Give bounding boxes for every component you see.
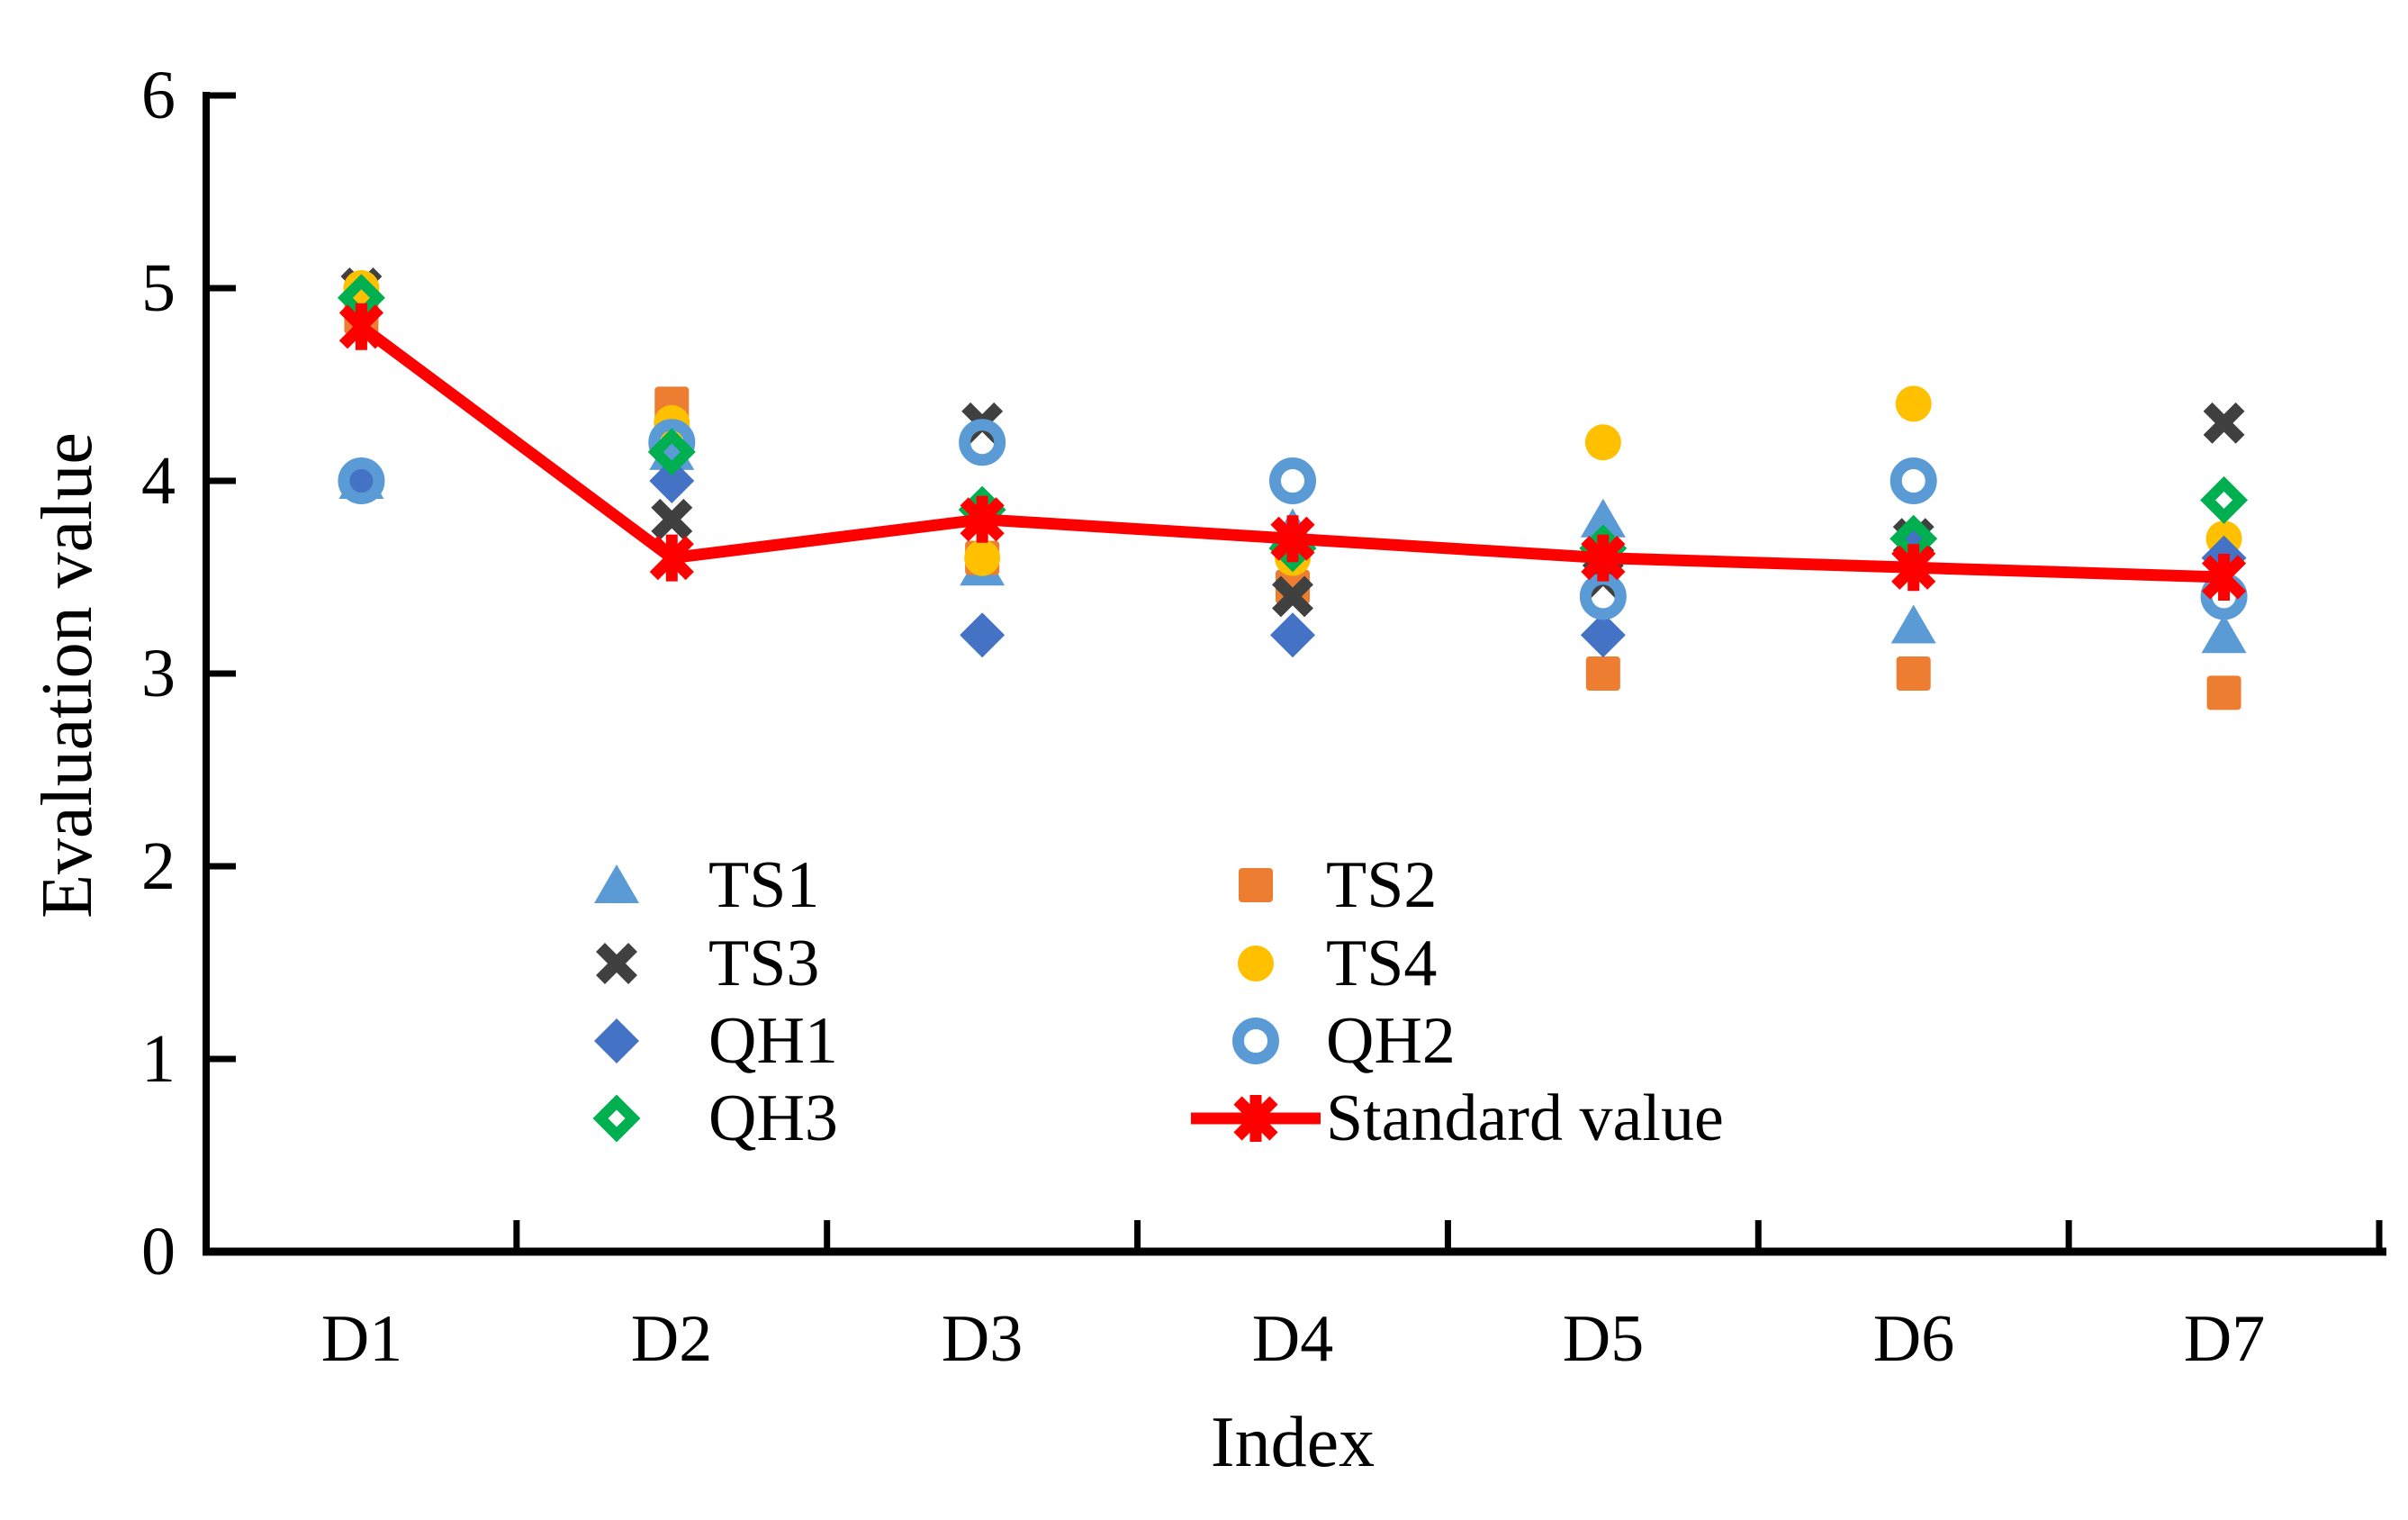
y-tick-label-5: 5 bbox=[141, 250, 176, 326]
x-category-label: D7 bbox=[2183, 1302, 2266, 1376]
axes bbox=[203, 92, 2386, 1256]
legend-item-standard-value: Standard value bbox=[1184, 1078, 1994, 1159]
x-category-label: D2 bbox=[630, 1302, 713, 1376]
x-category-label: D6 bbox=[1872, 1302, 1955, 1376]
y-tick-label-2: 2 bbox=[141, 828, 176, 904]
legend-label: QH3 bbox=[708, 1081, 838, 1155]
legend-label: QH1 bbox=[708, 1004, 838, 1078]
x-category-label: D4 bbox=[1251, 1302, 1334, 1376]
x-axis-title: Index bbox=[1210, 1403, 1375, 1482]
legend-label: TS3 bbox=[708, 927, 820, 1000]
x-category-label: D5 bbox=[1562, 1302, 1645, 1376]
y-tick-label-4: 4 bbox=[141, 443, 176, 519]
legend-label: TS2 bbox=[1326, 848, 1438, 922]
legend-label: TS4 bbox=[1326, 927, 1438, 1000]
series-standard-value bbox=[338, 303, 2247, 601]
legend-item-ts4: TS4 bbox=[1211, 923, 1931, 1004]
x-category-label: D3 bbox=[941, 1302, 1024, 1376]
qh2-legend-marker-icon bbox=[1232, 1018, 1279, 1064]
qh1-legend-marker-icon bbox=[594, 1018, 639, 1063]
standard-value-legend-marker-icon bbox=[1191, 1095, 1321, 1142]
legend-label: Standard value bbox=[1326, 1081, 1724, 1155]
legend-item-ts2: TS2 bbox=[1211, 845, 1931, 926]
y-tick-label-1: 1 bbox=[141, 1021, 176, 1097]
ts3-legend-marker-icon bbox=[596, 943, 637, 984]
legend-item-ts3: TS3 bbox=[572, 923, 986, 1004]
legend-item-ts1: TS1 bbox=[572, 845, 986, 926]
x-category-label: D1 bbox=[320, 1302, 403, 1376]
legend-label: QH2 bbox=[1326, 1004, 1456, 1078]
legend-label: TS1 bbox=[708, 848, 820, 922]
legend-item-qh1: QH1 bbox=[572, 1000, 986, 1081]
legend-item-qh2: QH2 bbox=[1211, 1000, 1931, 1081]
ts2-legend-marker-icon bbox=[1239, 868, 1273, 902]
y-tick-label-3: 3 bbox=[141, 636, 176, 711]
y-tick-label-6: 6 bbox=[141, 58, 176, 133]
y-tick-label-0: 0 bbox=[141, 1214, 176, 1289]
ts4-legend-marker-icon bbox=[1238, 945, 1274, 982]
legend-item-qh3: QH3 bbox=[572, 1078, 986, 1159]
ts1-legend-marker-icon bbox=[594, 864, 639, 903]
qh3-legend-marker-icon bbox=[592, 1094, 641, 1143]
y-axis-title: Evaluation value bbox=[28, 432, 107, 918]
